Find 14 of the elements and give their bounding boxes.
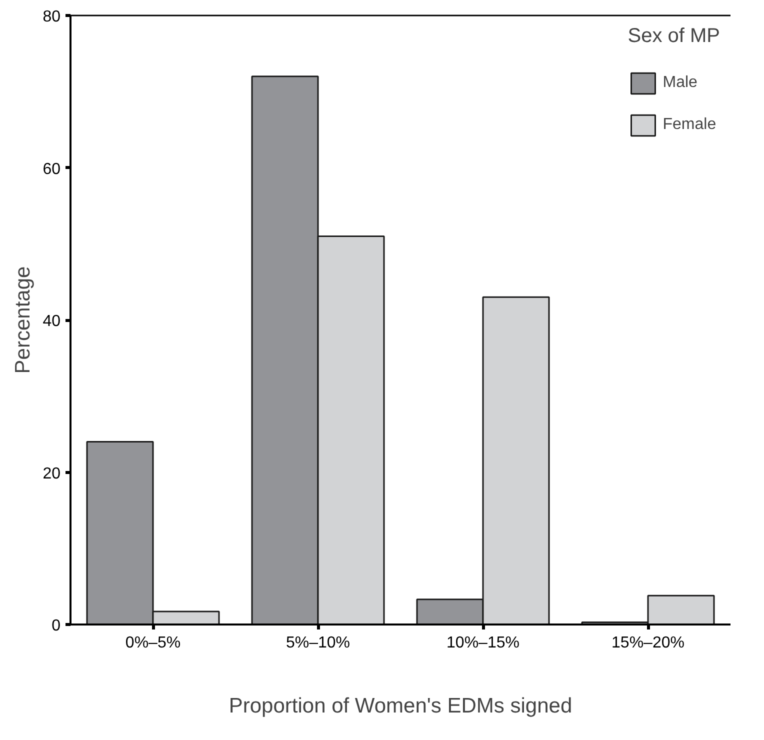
legend-title: Sex of MP xyxy=(628,25,720,48)
legend-label: Female xyxy=(662,116,716,134)
y-axis-title: Percentage xyxy=(12,266,35,374)
y-tick-label: 60 xyxy=(42,160,61,178)
y-tick-label: 40 xyxy=(42,313,61,330)
x-tick-label: 0%–5% xyxy=(125,634,181,652)
y-tick-label: 80 xyxy=(42,8,61,26)
y-tick-label: 0 xyxy=(52,618,61,634)
x-axis-title: Proportion of Women's EDMs signed xyxy=(228,694,572,718)
x-tick-label: 15%–20% xyxy=(612,634,684,652)
legend-label: Male xyxy=(662,74,698,92)
x-tick-label: 10%–15% xyxy=(446,634,520,652)
y-tick-label: 20 xyxy=(42,465,61,482)
x-tick-label: 5%–10% xyxy=(286,634,350,652)
